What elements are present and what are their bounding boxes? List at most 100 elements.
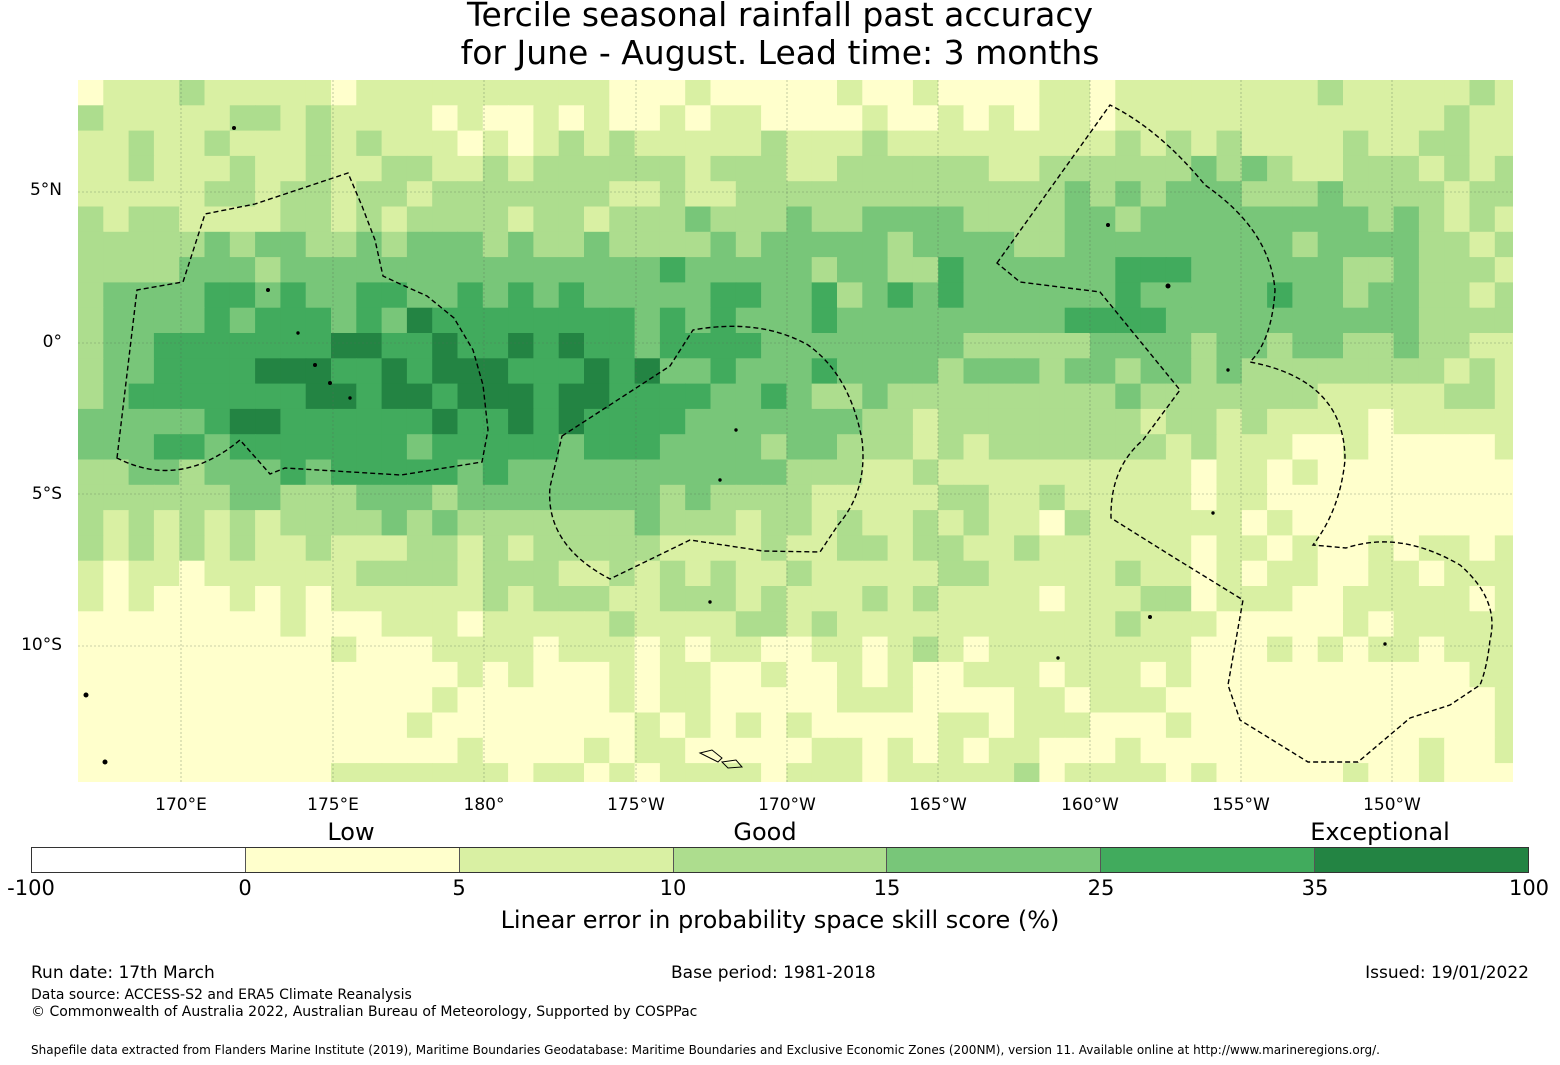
grid-cell	[128, 408, 155, 435]
grid-cell	[887, 282, 914, 309]
island	[1148, 615, 1152, 619]
grid-cell	[1368, 358, 1395, 385]
grid-cell	[1368, 231, 1395, 258]
grid-cell	[1418, 737, 1445, 764]
grid-cell	[204, 282, 231, 309]
grid-cell	[963, 105, 990, 132]
grid-cell	[179, 434, 206, 461]
grid-cell	[1014, 484, 1040, 511]
grid-cell	[1191, 231, 1218, 258]
grid-cell	[710, 712, 737, 739]
grid-cell	[558, 130, 585, 157]
grid-cell	[634, 282, 661, 309]
grid-cell	[153, 155, 180, 182]
grid-cell	[1191, 611, 1218, 638]
grid-cell	[1494, 586, 1513, 612]
grid-cell	[128, 231, 155, 258]
grid-cell	[1039, 611, 1066, 638]
grid-cell	[735, 155, 762, 182]
grid-cell	[1165, 434, 1192, 461]
grid-cell	[179, 586, 206, 612]
grid-cell	[1039, 257, 1066, 283]
grid-cell	[229, 560, 256, 587]
grid-cell	[280, 130, 307, 157]
grid-cell	[1165, 307, 1192, 334]
grid-cell	[1115, 737, 1142, 764]
grid-cell	[1267, 231, 1293, 258]
island	[1106, 223, 1110, 227]
grid-cell	[811, 130, 838, 157]
grid-cell	[1418, 510, 1445, 536]
grid-cell	[1191, 80, 1218, 106]
grid-cell	[153, 231, 180, 258]
grid-cell	[229, 80, 256, 106]
grid-cell	[1140, 687, 1167, 714]
grid-cell	[432, 408, 459, 435]
grid-cell	[685, 130, 712, 157]
grid-cell	[609, 434, 636, 461]
grid-cell	[710, 459, 737, 486]
grid-cell	[255, 155, 281, 182]
grid-cell	[508, 231, 534, 258]
grid-cell	[153, 611, 180, 638]
grid-cell	[255, 510, 281, 536]
grid-cell	[609, 737, 636, 764]
grid-cell	[1418, 687, 1445, 714]
grid-cell	[78, 661, 104, 688]
grid-cell	[533, 307, 560, 334]
grid-cell	[558, 105, 585, 132]
grid-cell	[1165, 611, 1192, 638]
grid-cell	[406, 105, 433, 132]
grid-cell	[938, 712, 965, 739]
grid-cell	[735, 434, 762, 461]
grid-cell	[1064, 661, 1091, 688]
island	[232, 126, 236, 130]
grid-cell	[381, 636, 408, 663]
grid-cell	[78, 231, 104, 258]
grid-cell	[887, 80, 914, 106]
grid-cell	[1191, 560, 1218, 587]
grid-cell	[78, 80, 104, 106]
grid-cell	[558, 358, 585, 385]
grid-cell	[912, 80, 939, 106]
grid-cell	[280, 408, 307, 435]
lon-label: 180°	[463, 795, 505, 815]
grid-cell	[811, 333, 838, 359]
grid-cell	[1064, 155, 1091, 182]
grid-cell	[229, 358, 256, 385]
grid-cell	[1317, 636, 1344, 663]
grid-cell	[204, 231, 231, 258]
grid-cell	[1292, 383, 1319, 410]
grid-cell	[1191, 155, 1218, 182]
grid-cell	[634, 333, 661, 359]
grid-cell	[988, 737, 1015, 764]
grid-cell	[103, 155, 130, 182]
grid-cell	[1343, 333, 1369, 359]
grid-cell	[584, 80, 610, 106]
grid-cell	[912, 206, 939, 233]
grid-cell	[1494, 155, 1513, 182]
grid-cell	[1343, 358, 1369, 385]
grid-cell	[1241, 434, 1268, 461]
grid-cell	[153, 586, 180, 612]
grid-cell	[1165, 712, 1192, 739]
grid-cell	[508, 737, 534, 764]
grid-cell	[508, 257, 534, 283]
grid-cell	[356, 282, 383, 309]
grid-cell	[280, 586, 307, 612]
grid-cell	[558, 636, 585, 663]
grid-cell	[558, 712, 585, 739]
grid-cell	[179, 206, 206, 233]
grid-cell	[837, 737, 863, 764]
grid-cell	[761, 105, 787, 132]
grid-cell	[406, 763, 433, 782]
grid-cell	[963, 459, 990, 486]
grid-cell	[634, 231, 661, 258]
grid-cell	[1064, 358, 1091, 385]
grid-cell	[1418, 231, 1445, 258]
grid-cell	[1317, 358, 1344, 385]
grid-cell	[837, 206, 863, 233]
grid-cell	[533, 687, 560, 714]
grid-cell	[811, 763, 838, 782]
grid-cell	[685, 560, 712, 587]
